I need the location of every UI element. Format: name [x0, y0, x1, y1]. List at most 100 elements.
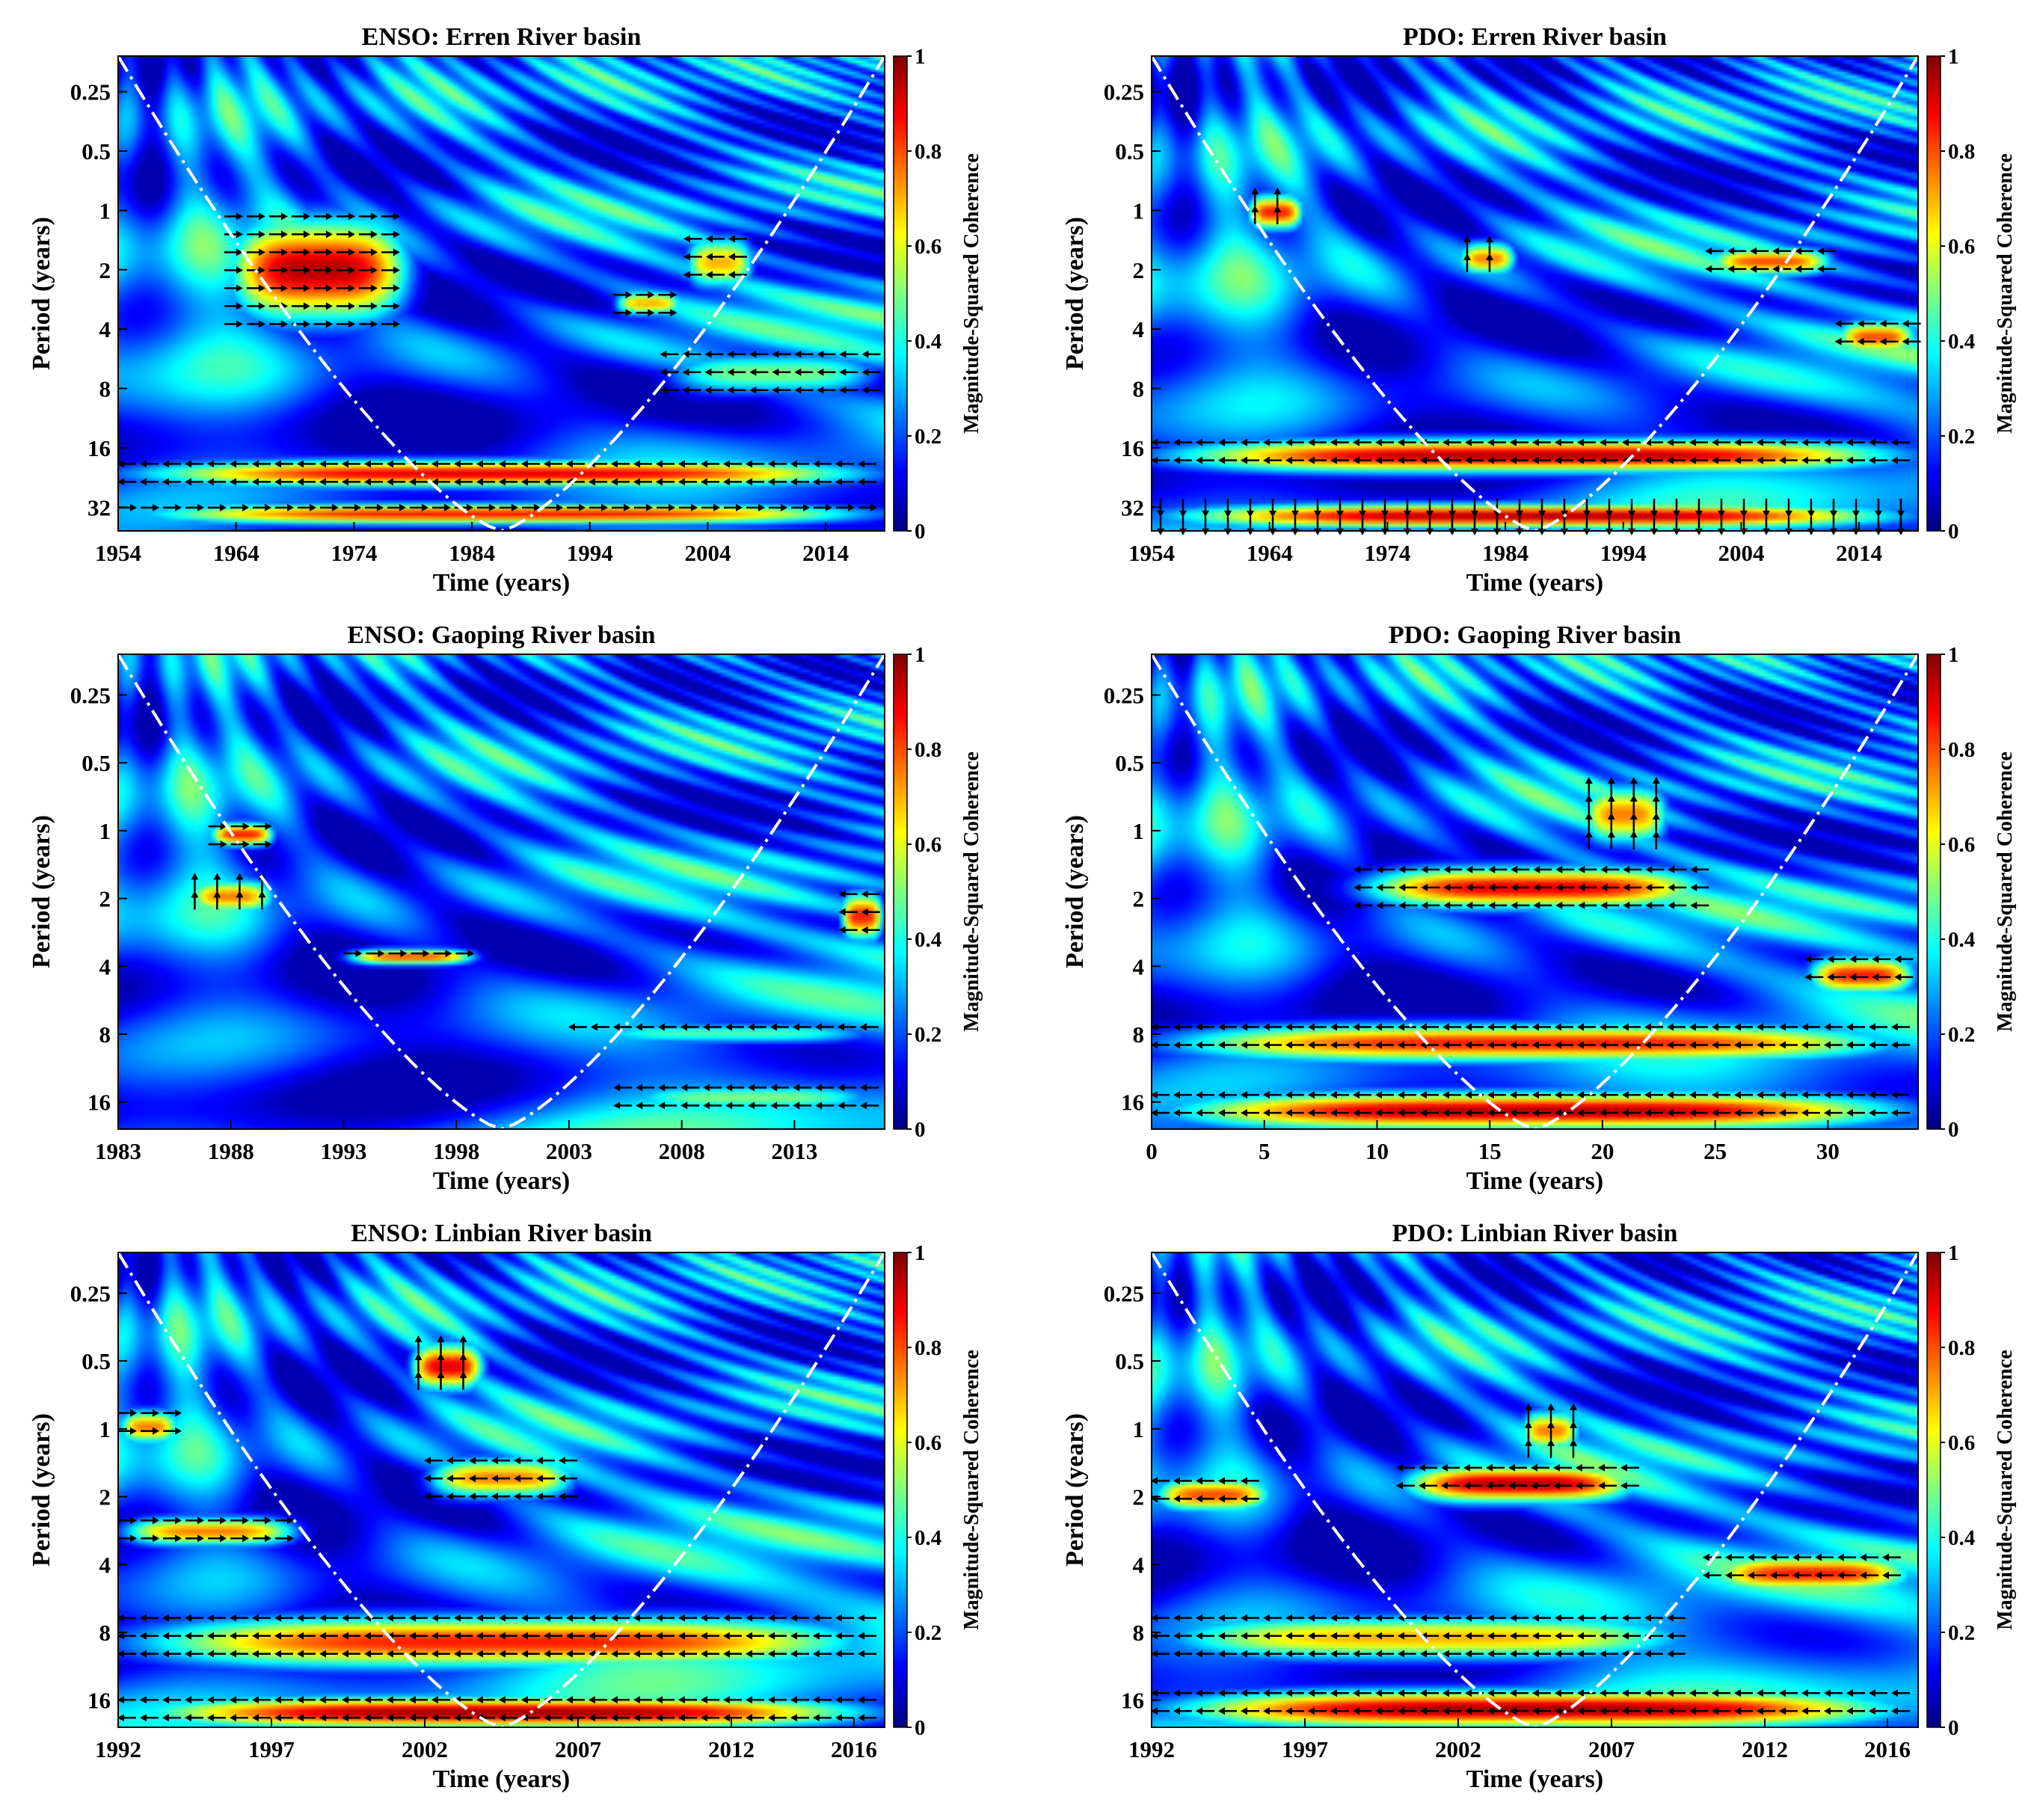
phase-arrow [491, 1492, 510, 1501]
phase-arrow [746, 503, 765, 511]
phase-arrow [566, 460, 585, 468]
phase-arrow [1241, 438, 1259, 446]
phase-arrow [792, 1023, 811, 1031]
phase-arrow [313, 266, 333, 274]
phase-arrow [1353, 438, 1371, 446]
phase-arrow [1511, 901, 1530, 909]
phase-arrow [1837, 1571, 1856, 1579]
phase-arrow [544, 1650, 562, 1658]
phase-arrow [1241, 1632, 1259, 1640]
phase-arrow [1196, 438, 1214, 446]
phase-arrow [544, 503, 563, 511]
phase-arrow [424, 1475, 443, 1483]
phase-arrow [682, 350, 701, 358]
x-tick-label: 1993 [320, 1138, 366, 1164]
phase-arrow [1652, 831, 1660, 849]
phase-arrow [342, 478, 360, 486]
y-tick-label: 1 [1133, 818, 1145, 844]
phase-arrow [1585, 795, 1593, 814]
phase-arrow [1547, 1421, 1555, 1440]
phase-arrow [656, 1714, 675, 1722]
phase-arrow [1600, 1707, 1618, 1715]
phase-arrow [636, 1101, 655, 1110]
phase-arrow [657, 503, 675, 511]
phase-arrow [1538, 498, 1546, 517]
x-tick-label: 1974 [1364, 540, 1410, 566]
phase-arrow [1779, 1109, 1798, 1117]
colorbar-tick-label: 0 [1948, 1716, 1959, 1740]
x-axis-label: Time (years) [433, 1765, 570, 1793]
x-tick-label: 1983 [95, 1138, 141, 1164]
phase-arrow [1824, 1041, 1843, 1049]
phase-arrow [1860, 1553, 1878, 1561]
phase-arrow [1486, 1481, 1505, 1489]
phase-arrow [236, 873, 244, 892]
phase-arrow [163, 503, 182, 511]
phase-arrow [1869, 1109, 1887, 1117]
phase-arrow [703, 1083, 722, 1092]
phase-arrow [1442, 1650, 1461, 1658]
phase-arrow [1421, 883, 1440, 891]
x-tick-label: 15 [1478, 1138, 1502, 1164]
colorbar-tick-label: 0.4 [1948, 330, 1975, 354]
x-tick-label: 1964 [1247, 540, 1293, 566]
phase-arrow [1734, 1091, 1753, 1099]
phase-arrow [117, 1650, 136, 1658]
phase-arrow [678, 1696, 697, 1704]
phase-arrow [207, 1632, 226, 1640]
phase-arrow [1398, 456, 1416, 464]
phase-arrow [1486, 253, 1493, 272]
phase-arrow [678, 478, 697, 486]
phase-arrow [268, 212, 288, 221]
phase-arrow [1673, 498, 1680, 517]
phase-arrow [701, 503, 720, 511]
phase-arrow [567, 503, 586, 511]
phase-arrow [297, 460, 316, 468]
phase-arrow [1443, 901, 1463, 909]
phase-arrow [1308, 1632, 1327, 1640]
phase-arrow [364, 1696, 383, 1704]
phase-arrow [1598, 1463, 1617, 1472]
phase-arrow [1757, 438, 1775, 446]
phase-arrow [1353, 1023, 1371, 1031]
phase-arrow [274, 1696, 293, 1704]
phase-arrow [544, 460, 562, 468]
phase-arrow [274, 478, 293, 486]
phase-arrow [678, 460, 697, 468]
phase-arrow [1420, 1689, 1439, 1697]
phase-arrow [291, 302, 310, 310]
x-tick-label: 2012 [1742, 1736, 1788, 1762]
phase-arrow [1442, 1041, 1461, 1049]
phase-arrow [388, 950, 408, 958]
x-tick-label: 1992 [95, 1736, 141, 1762]
phase-arrow [612, 503, 630, 511]
phase-arrow [1330, 1632, 1349, 1640]
phase-arrow [861, 386, 881, 394]
phase-arrow [1577, 1689, 1596, 1697]
phase-arrow [1779, 1041, 1798, 1049]
phase-arrow [1151, 1650, 1170, 1658]
phase-arrow [1872, 955, 1891, 963]
phase-arrow [230, 840, 250, 849]
phase-arrow [680, 1023, 699, 1031]
phase-arrow [387, 1650, 405, 1658]
phase-arrow [1241, 1495, 1259, 1503]
phase-arrow [838, 926, 858, 934]
phase-arrow [1443, 883, 1463, 891]
phase-arrow [1532, 1632, 1551, 1640]
phase-arrow [319, 1714, 338, 1722]
colorbar-tick-label: 0 [915, 1716, 926, 1740]
phase-arrow [858, 1632, 876, 1640]
phase-arrow [1421, 865, 1440, 873]
phase-arrow [336, 266, 355, 274]
phase-arrow [768, 1696, 787, 1704]
phase-arrow [772, 386, 791, 394]
phase-arrow [1398, 1109, 1416, 1117]
phase-arrow [1173, 1477, 1192, 1485]
phase-arrow [313, 284, 333, 292]
phase-arrow [723, 478, 742, 486]
phase-arrow [1645, 883, 1665, 891]
phase-arrow [683, 253, 702, 261]
phase-arrow [163, 1516, 182, 1525]
phase-arrow [1241, 1109, 1259, 1117]
